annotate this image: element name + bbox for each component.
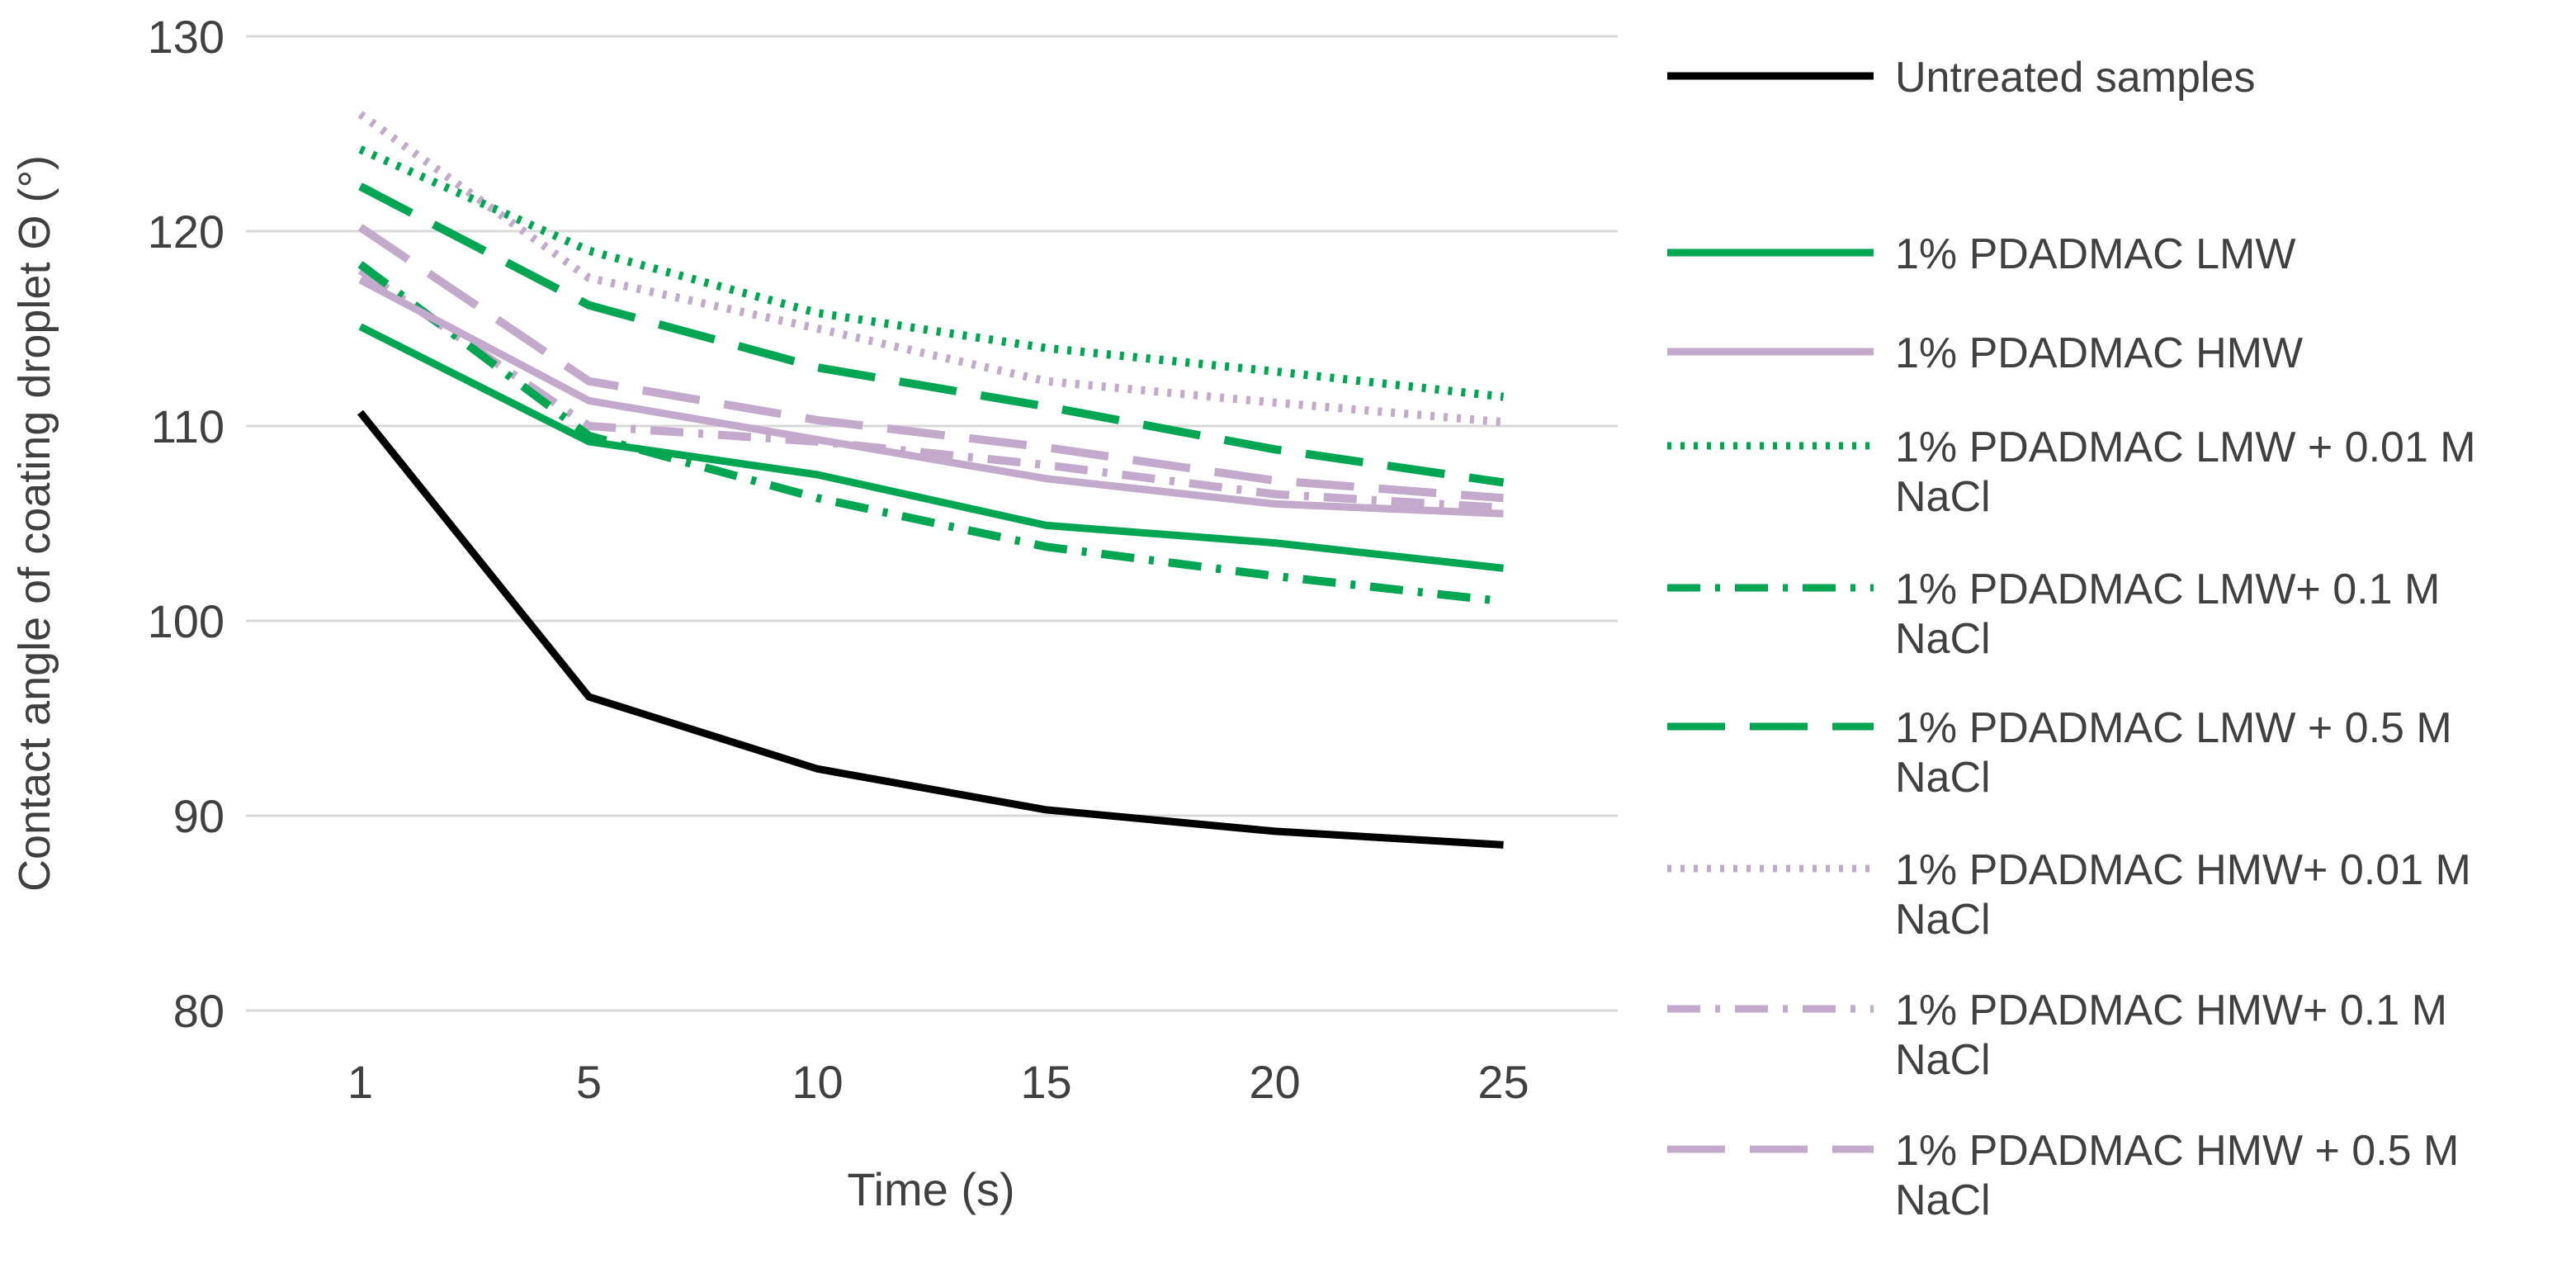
y-axis-ticks: 80 90 100 110 120 130 — [148, 11, 225, 1037]
legend-label: 1% PDADMAC LMW+ 0.1 M — [1895, 566, 2440, 613]
legend-label: 1% PDADMAC HMW+ 0.1 M — [1895, 987, 2447, 1034]
x-tick-label: 5 — [576, 1056, 602, 1108]
x-tick-label: 20 — [1249, 1056, 1300, 1108]
series-line — [358, 277, 1504, 518]
x-axis-ticks: 1 5 10 15 20 25 — [347, 1056, 1529, 1108]
legend-label: NaCl — [1895, 1176, 1991, 1224]
legend-label: NaCl — [1895, 896, 1991, 944]
y-tick-label: 100 — [148, 595, 225, 647]
y-tick-label: 110 — [151, 400, 225, 452]
series-line — [358, 182, 1505, 487]
legend-item: 1% PDADMAC LMW — [1667, 230, 2295, 278]
legend-label: NaCl — [1895, 473, 1991, 521]
legend-label: 1% PDADMAC LMW + 0.5 M — [1895, 704, 2452, 752]
y-tick-label: 80 — [173, 985, 225, 1037]
legend-label: 1% PDADMAC HMW — [1895, 329, 2303, 377]
legend: Untreated samples 1% PDADMAC LMW 1% PDADMA… — [1667, 54, 2476, 1224]
legend-label: NaCl — [1895, 754, 1991, 802]
series-line — [357, 261, 1505, 606]
series-line — [357, 409, 1504, 849]
legend-label: Untreated samples — [1895, 54, 2255, 102]
x-axis-label: Time (s) — [847, 1163, 1014, 1215]
y-tick-label: 130 — [148, 11, 225, 63]
series-line — [357, 111, 1504, 427]
y-tick-label: 90 — [173, 790, 225, 842]
legend-label: 1% PDADMAC HMW + 0.5 M — [1895, 1127, 2459, 1175]
series-line — [357, 267, 1504, 513]
x-tick-label: 10 — [792, 1056, 843, 1108]
series-line — [358, 323, 1504, 572]
legend-label: NaCl — [1895, 615, 1991, 663]
series-line — [357, 224, 1504, 503]
x-tick-label: 1 — [347, 1056, 373, 1108]
y-tick-label: 120 — [148, 206, 225, 258]
legend-label: 1% PDADMAC HMW+ 0.01 M — [1895, 846, 2471, 894]
legend-item: Untreated samples — [1667, 54, 2255, 102]
legend-label: 1% PDADMAC LMW — [1895, 230, 2295, 278]
series-lines — [357, 111, 1505, 849]
x-tick-label: 25 — [1477, 1056, 1529, 1108]
y-axis-label: Contact angle of coating droplet Θ (°) — [10, 155, 59, 892]
legend-item: 1% PDADMAC HMW — [1667, 329, 2303, 377]
x-tick-label: 15 — [1020, 1056, 1071, 1108]
legend-label: 1% PDADMAC LMW + 0.01 M — [1895, 424, 2476, 471]
gridlines — [246, 35, 1618, 1012]
legend-label: NaCl — [1895, 1036, 1991, 1084]
